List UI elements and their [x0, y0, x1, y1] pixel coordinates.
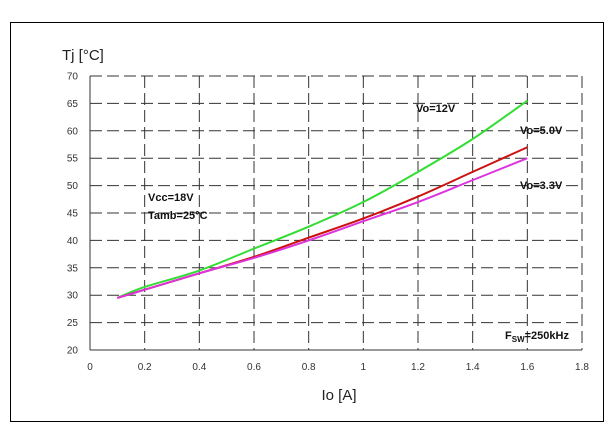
- y-tick-label: 35: [67, 263, 79, 274]
- y-tick-label: 40: [67, 236, 79, 247]
- series-label-vo3: Vo=3.3V: [520, 180, 563, 192]
- y-tick-label: 30: [67, 291, 79, 302]
- x-tick-label: 1.4: [466, 362, 480, 373]
- x-tick-label: 0: [87, 362, 93, 373]
- x-tick-label: 1.6: [520, 362, 534, 373]
- y-tick-labels: 20 25 30 35 40 45 50 55 60 65 70: [67, 72, 79, 357]
- x-tick-label: 1.2: [411, 362, 425, 373]
- x-tick-label: 0.2: [138, 362, 152, 373]
- y-tick-label: 25: [67, 318, 79, 329]
- tamb-annotation: Tamb=25°C: [148, 210, 208, 222]
- series-line-vo-5-0v: [117, 146, 528, 299]
- series-lines: [116, 99, 528, 299]
- x-axis-title: Io [A]: [321, 387, 356, 404]
- y-tick-label: 50: [67, 181, 79, 192]
- y-tick-label: 55: [67, 154, 79, 165]
- vcc-annotation: Vcc=18V: [148, 192, 194, 204]
- y-tick-label: 60: [67, 126, 79, 137]
- y-axis-title: Tj [°C]: [62, 47, 104, 64]
- grid: [89, 75, 583, 351]
- series-label-vo5: Vo=5.0V: [520, 125, 563, 137]
- top-strip: [0, 0, 615, 10]
- x-tick-label: 0.4: [192, 362, 206, 373]
- y-tick-label: 20: [67, 346, 79, 357]
- y-tick-label: 65: [67, 99, 79, 110]
- chart-frame: [10, 22, 604, 422]
- fsw-annotation: FSW=250kHz: [505, 330, 569, 344]
- y-tick-label: 45: [67, 209, 79, 220]
- x-tick-label: 0.8: [302, 362, 316, 373]
- x-tick-label: 1: [361, 362, 367, 373]
- series-line-vo-12v: [116, 99, 528, 299]
- x-tick-label: 1.8: [575, 362, 589, 373]
- x-tick-labels: 0 0.2 0.4 0.6 0.8 1 1.2 1.4 1.6 1.8: [87, 362, 589, 373]
- series-label-vo12: Vo=12V: [416, 103, 456, 115]
- series-line-vo-3-3v: [117, 157, 528, 299]
- x-tick-label: 0.6: [247, 362, 261, 373]
- y-tick-label: 70: [67, 72, 79, 83]
